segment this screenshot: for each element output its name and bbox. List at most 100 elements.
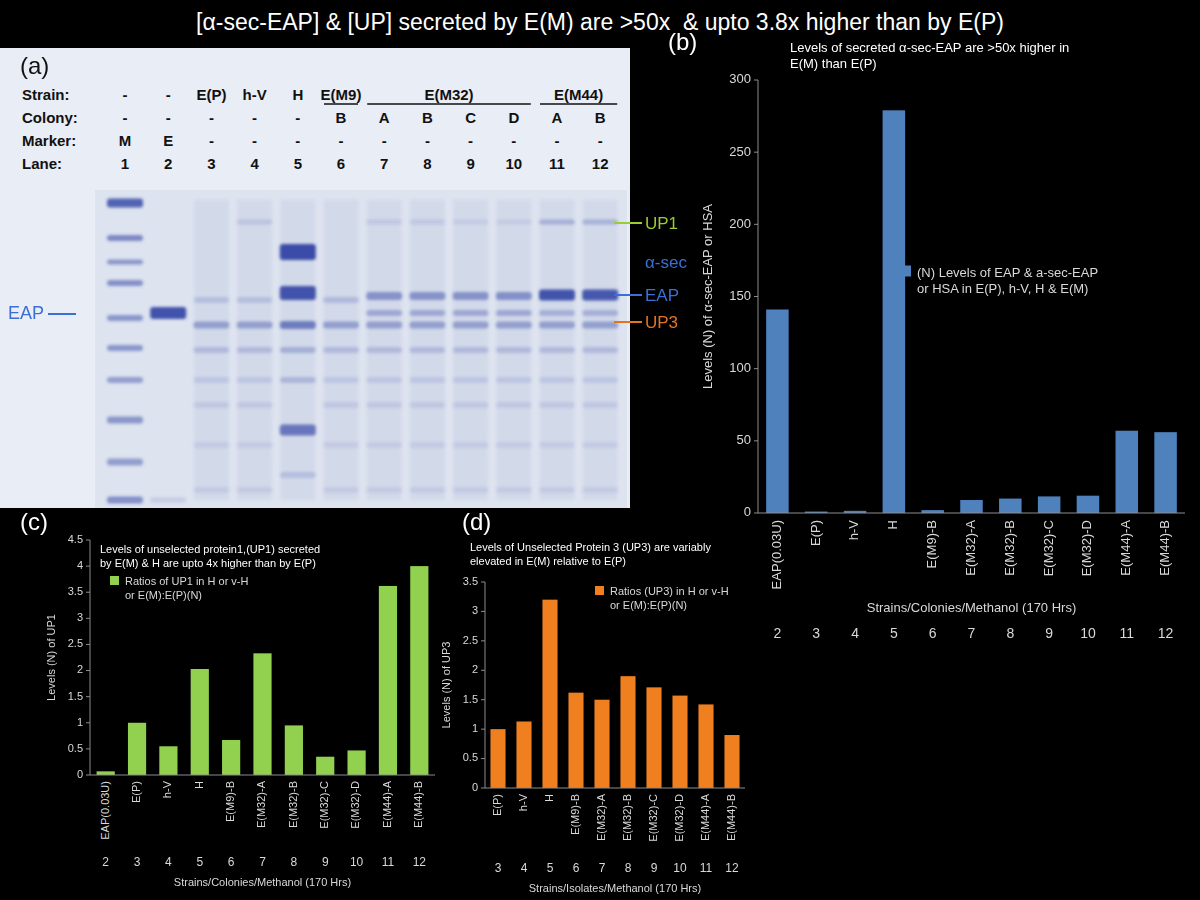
band-label: EAP [8, 303, 44, 323]
gel-band [193, 297, 229, 303]
y-tick-label: 2.5 [463, 634, 478, 646]
gel-band [237, 297, 273, 303]
gel-band [409, 377, 445, 383]
text-line: by E(M) & H are upto 4x higher than by E… [100, 557, 316, 569]
y-tick [86, 644, 90, 645]
colony-label: B [595, 109, 606, 126]
x-tick-label: h-V [161, 780, 173, 798]
lane-number: 8 [291, 855, 298, 869]
lane-number: 5 [294, 155, 302, 172]
y-tick [481, 699, 485, 700]
marker-label: E [163, 132, 173, 149]
gel-band [323, 347, 359, 353]
lane-smear [410, 200, 444, 500]
bar [620, 676, 635, 788]
gel-band [453, 377, 489, 383]
band-pointer [614, 321, 642, 323]
x-tick-label: E(M32)-C [318, 781, 330, 829]
strain-label: - [166, 86, 171, 103]
chart-title: Levels of Unselected Protein 3 (UP3) are… [470, 541, 711, 567]
bar [1154, 432, 1177, 513]
y-tick [86, 748, 90, 749]
gel-band [107, 235, 143, 241]
x-tick-label: E(M32)-B [1002, 520, 1017, 576]
x-tick-label: E(P) [808, 520, 823, 546]
lane-smear [238, 200, 272, 500]
gel-band [409, 310, 445, 316]
marker-label: M [119, 132, 132, 149]
lane-number: 10 [505, 155, 522, 172]
text-line: elevated in E(M) relative to E(P) [470, 555, 626, 567]
gel-band [409, 220, 445, 225]
colony-label: - [295, 109, 300, 126]
gel-band [323, 402, 359, 408]
gel-band [323, 487, 359, 493]
gel-band [539, 290, 575, 301]
lane-number: 4 [521, 861, 528, 875]
gel-band [582, 310, 618, 316]
panel-label: (b) [668, 28, 697, 55]
gel-band [409, 292, 445, 300]
gel-band [453, 442, 489, 448]
lane-number: 4 [165, 855, 172, 869]
x-tick-label: E(M44)-A [699, 793, 711, 841]
y-tick [481, 611, 485, 612]
lane-number: 3 [812, 625, 820, 641]
x-tick-label: E(M32)-D [1079, 520, 1094, 576]
x-tick-label: H [193, 781, 205, 789]
band-pointer [614, 294, 642, 296]
x-tick-label: E(M32)-C [647, 794, 659, 842]
gel-band [409, 402, 445, 408]
text-line: (N) Levels of EAP & a-sec-EAP [917, 265, 1098, 280]
gel-band [453, 402, 489, 408]
marker-label: - [468, 132, 473, 149]
strain-label: E(P) [196, 86, 226, 103]
band-label: UP3 [645, 313, 678, 332]
lane-number: 12 [1158, 625, 1174, 641]
lane-smear [454, 200, 488, 500]
lane-number: 11 [549, 155, 565, 172]
figure: [α-sec-EAP] & [UP] secreted by E(M) are … [0, 0, 1200, 900]
bar [960, 500, 983, 513]
lane-number: 3 [134, 855, 141, 869]
x-tick-label: E(M32)-B [287, 781, 299, 828]
lane-number: 12 [725, 861, 739, 875]
gel-band [539, 310, 575, 316]
colony-label: B [422, 109, 433, 126]
lane-number: 3 [207, 155, 215, 172]
band-pointer [614, 222, 642, 224]
text-line: Ratios of UP1 in H or v-H [125, 575, 249, 587]
x-tick-label: H [543, 794, 555, 802]
y-tick [754, 368, 758, 369]
y-tick [86, 775, 90, 776]
gel-band [453, 322, 489, 329]
marker-label: - [295, 132, 300, 149]
lane-smear [367, 200, 401, 500]
y-tick-label: 3 [77, 611, 83, 623]
y-tick-label: 250 [729, 144, 751, 159]
gel-bands [107, 199, 618, 504]
gel-band [237, 322, 273, 329]
gel-band [107, 459, 143, 466]
lane-number: 8 [1006, 625, 1014, 641]
gel-band [323, 442, 359, 448]
gel-band [237, 402, 273, 408]
y-tick-label: 0 [744, 504, 751, 519]
x-tick-label: E(P) [130, 781, 142, 803]
gel-band [107, 377, 143, 383]
lane-number: 6 [228, 855, 235, 869]
gel-band [496, 292, 532, 300]
gel-band [539, 442, 575, 448]
gel-band [280, 347, 316, 353]
lane-number: 2 [164, 155, 172, 172]
y-axis [90, 540, 91, 775]
y-axis-label: Levels (N) of α-sec-EAP or HSA [700, 204, 715, 389]
gel-band [150, 498, 186, 503]
lane-number: 9 [651, 861, 658, 875]
strain-label: E(M32) [424, 86, 473, 103]
gel-band [453, 310, 489, 316]
lane-number: 6 [337, 155, 345, 172]
band-label: EAP [645, 286, 679, 305]
bar [594, 700, 609, 788]
gel-band [409, 347, 445, 353]
